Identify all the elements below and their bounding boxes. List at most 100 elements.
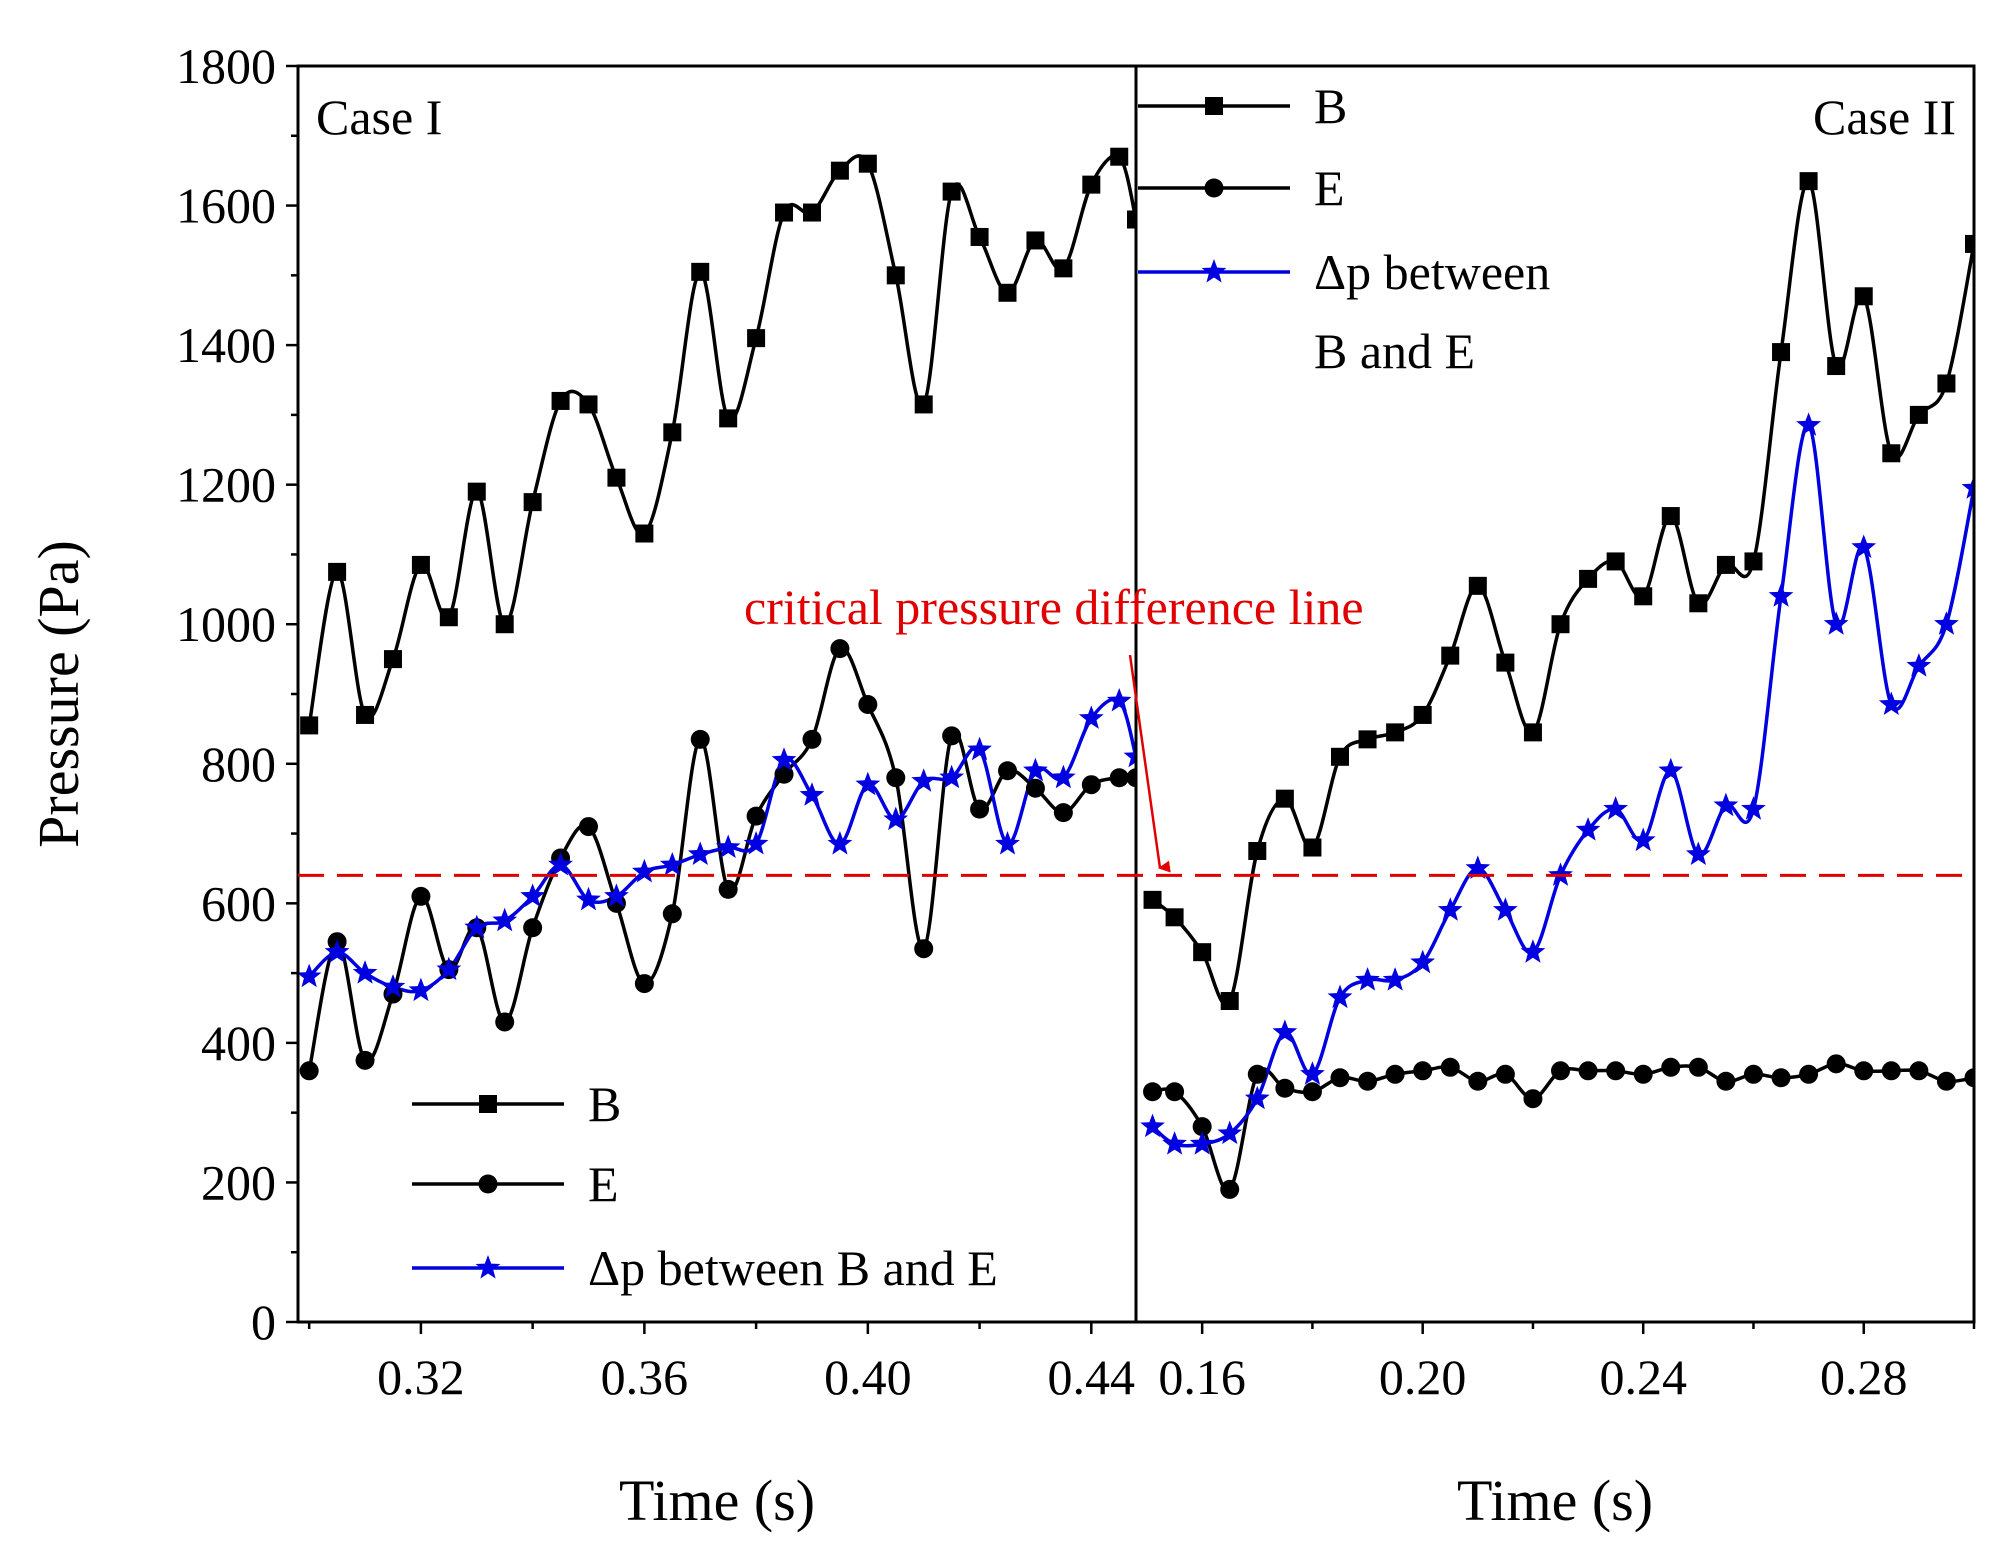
- data-point-delta-p: [352, 960, 378, 984]
- x-tick-label: 0.32: [377, 1349, 465, 1405]
- data-point-e: [1053, 803, 1073, 823]
- data-point-b: [747, 329, 766, 348]
- data-point-delta-p: [408, 977, 434, 1002]
- data-point-delta-p: [1934, 611, 1959, 635]
- data-point-delta-p: [324, 939, 350, 963]
- panel-label-case-ii: Case II: [1813, 89, 1956, 145]
- data-point-b: [1496, 653, 1515, 672]
- data-point-b: [1937, 374, 1956, 393]
- data-point-e: [1854, 1061, 1874, 1081]
- data-point-delta-p: [1078, 705, 1104, 729]
- panel-label-case-i: Case I: [316, 89, 442, 145]
- data-point-b: [1579, 569, 1598, 588]
- data-point-b: [1441, 646, 1460, 665]
- data-point-delta-p: [1051, 764, 1076, 789]
- data-point-e: [1192, 1117, 1212, 1137]
- data-point-delta-p: [1123, 743, 1136, 768]
- data-point-b: [1468, 576, 1487, 595]
- data-point-delta-p: [436, 956, 462, 981]
- data-point-e: [579, 817, 599, 837]
- x-axis-title-case-i: Time (s): [619, 1468, 815, 1533]
- data-point-e: [1633, 1064, 1653, 1084]
- data-point-b: [1143, 890, 1162, 909]
- data-point-delta-p: [939, 764, 964, 789]
- data-point-b: [635, 524, 654, 543]
- data-point-b: [300, 716, 319, 735]
- data-point-delta-p: [1851, 534, 1877, 558]
- critical-line-arrow: [1128, 654, 1171, 873]
- data-point-delta-p: [911, 768, 937, 792]
- data-point-b: [1799, 172, 1818, 191]
- legend-delta-p-label: Δp between: [1314, 244, 1550, 300]
- data-point-b: [1193, 943, 1212, 962]
- data-point-e: [746, 806, 766, 826]
- data-point-delta-p: [743, 831, 769, 855]
- x-tick-label: 0.36: [601, 1349, 689, 1405]
- data-point-e: [802, 729, 822, 749]
- critical-line-label: critical pressure difference line: [744, 579, 1364, 635]
- x-tick-label: 0.24: [1599, 1349, 1687, 1405]
- data-point-delta-p: [632, 858, 657, 883]
- data-point-b: [1744, 552, 1763, 571]
- data-point-delta-p: [298, 963, 322, 988]
- data-point-b: [1634, 587, 1653, 606]
- data-point-delta-p: [1437, 897, 1463, 921]
- y-tick-label: 600: [201, 875, 276, 931]
- legend-e-label: E: [588, 1156, 619, 1212]
- data-point-b: [467, 482, 486, 501]
- x-tick-label: 0.44: [1048, 1349, 1136, 1405]
- y-tick-label: 1000: [176, 596, 276, 652]
- y-tick-label: 200: [201, 1154, 276, 1210]
- data-point-b: [1330, 747, 1349, 766]
- series-line-e: [1152, 1062, 1974, 1192]
- data-point-delta-p: [1520, 939, 1546, 963]
- y-tick-label: 1400: [176, 317, 276, 373]
- x-tick-label: 0.40: [824, 1349, 912, 1405]
- data-point-e: [1523, 1089, 1543, 1109]
- data-point-b: [1054, 259, 1073, 278]
- data-point-delta-p: [1140, 1113, 1165, 1138]
- legend-e-marker: [478, 1174, 498, 1194]
- data-point-b: [970, 227, 989, 246]
- data-point-delta-p: [380, 974, 406, 998]
- data-point-b: [1716, 555, 1735, 574]
- data-point-b: [1882, 444, 1901, 463]
- legend-b-marker: [479, 1095, 497, 1113]
- data-point-e: [690, 729, 710, 749]
- data-point-e: [914, 939, 934, 959]
- data-point-e: [662, 904, 682, 924]
- data-point-delta-p: [1768, 583, 1794, 607]
- data-point-b: [1965, 234, 1974, 253]
- data-point-b: [998, 283, 1017, 302]
- data-point-b: [1689, 594, 1708, 613]
- data-point-e: [1606, 1061, 1626, 1081]
- case-ii-plot: [1140, 172, 1974, 1199]
- y-tick-label: 1600: [176, 178, 276, 234]
- data-point-delta-p: [1410, 949, 1435, 974]
- data-point-b: [886, 266, 905, 285]
- y-tick-label: 0: [251, 1294, 276, 1350]
- data-point-b: [802, 203, 821, 222]
- data-point-e: [1964, 1068, 1974, 1088]
- x-tick-label: 0.20: [1379, 1349, 1467, 1405]
- data-point-b: [523, 493, 542, 512]
- legend-e-label: E: [1314, 160, 1345, 216]
- data-point-delta-p: [1741, 796, 1766, 820]
- data-point-delta-p: [1189, 1131, 1215, 1155]
- data-point-e: [299, 1061, 319, 1081]
- data-point-delta-p: [883, 806, 909, 831]
- data-point-b: [942, 182, 961, 201]
- data-point-delta-p: [827, 831, 853, 855]
- data-point-b: [775, 203, 794, 222]
- data-point-delta-p: [995, 831, 1020, 855]
- data-point-b: [691, 262, 710, 281]
- data-point-b: [551, 391, 570, 410]
- data-point-e: [1358, 1071, 1378, 1091]
- data-point-delta-p: [1465, 855, 1491, 879]
- data-point-delta-p: [1244, 1085, 1270, 1110]
- data-point-e: [1771, 1068, 1791, 1088]
- series-line-e: [307, 646, 1136, 1072]
- y-axis-title: Pressure (Pa): [26, 540, 91, 848]
- data-point-b: [1110, 147, 1129, 166]
